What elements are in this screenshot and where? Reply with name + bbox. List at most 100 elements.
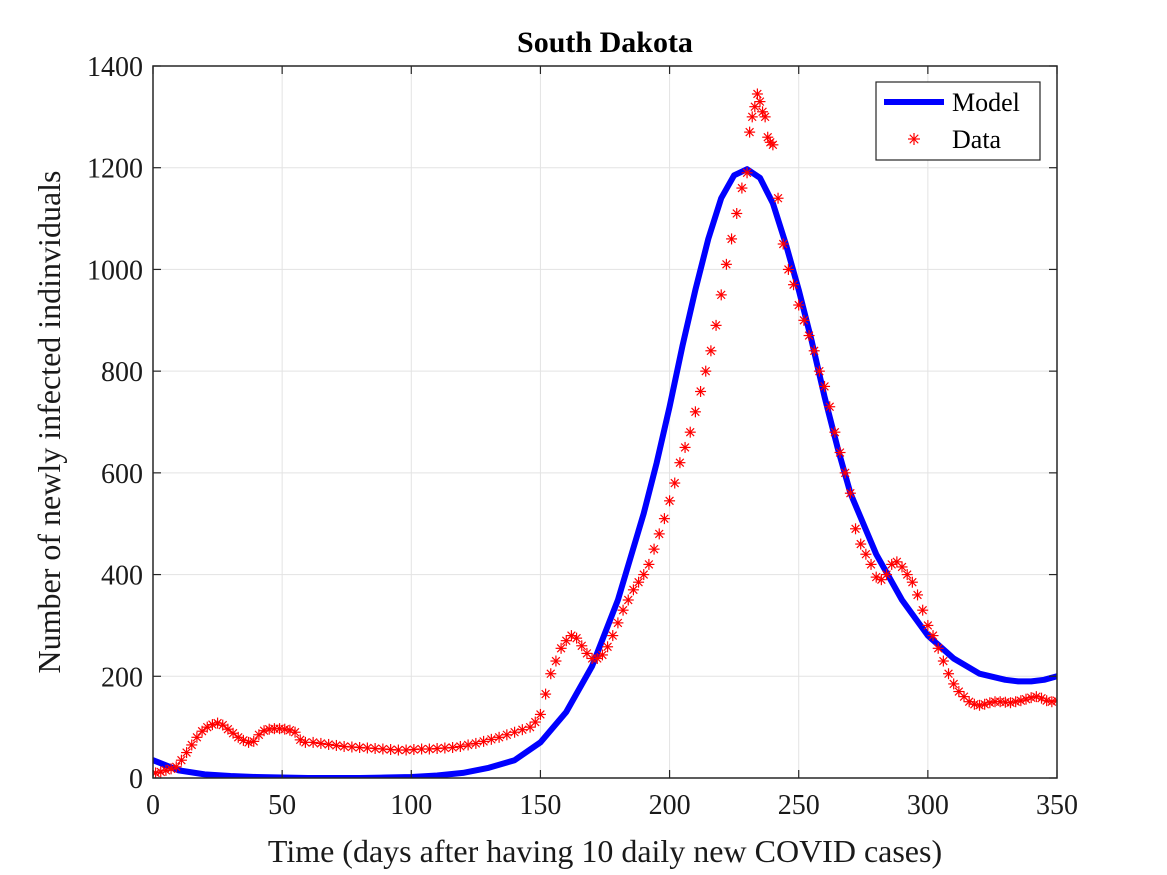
data-point [834, 447, 846, 459]
plot-area [153, 88, 1057, 778]
data-point [726, 233, 738, 245]
data-point [633, 576, 645, 588]
data-point [289, 726, 301, 738]
data-point [850, 523, 862, 535]
data-point [175, 754, 187, 766]
data-point [576, 640, 588, 652]
data-point [912, 589, 924, 601]
data-point [754, 96, 766, 108]
data-point [470, 737, 482, 749]
data-point [736, 182, 748, 194]
data-point [731, 207, 743, 219]
data-point [1025, 692, 1037, 704]
data-point [819, 380, 831, 392]
x-tick-label: 100 [390, 790, 432, 821]
data-point [700, 365, 712, 377]
data-point [922, 619, 934, 631]
legend-box [875, 81, 1041, 161]
data-point [485, 733, 497, 745]
data-point [299, 736, 311, 748]
data-point [294, 734, 306, 746]
x-tick-label: 150 [519, 790, 561, 821]
data-point [767, 139, 779, 151]
y-tick-label: 0 [129, 764, 143, 795]
data-point [534, 708, 546, 720]
data-point [607, 630, 619, 642]
data-point [839, 467, 851, 479]
y-tick-label: 1200 [87, 154, 143, 185]
data-point [627, 584, 639, 596]
data-point [803, 330, 815, 342]
data-point [439, 742, 451, 754]
data-point [669, 477, 681, 489]
data-point [937, 655, 949, 667]
data-point [227, 727, 239, 739]
data-point [759, 111, 771, 123]
data-point [751, 88, 763, 100]
x-axis-label: Time (days after having 10 daily new COV… [268, 833, 942, 869]
data-point [798, 314, 810, 326]
x-tick-label: 350 [1036, 790, 1078, 821]
data-point [881, 569, 893, 581]
y-tick-label: 200 [101, 662, 143, 693]
data-point [338, 740, 350, 752]
data-point [782, 263, 794, 275]
data-point [813, 365, 825, 377]
data-point [741, 167, 753, 179]
data-point [509, 726, 521, 738]
data-point [248, 735, 260, 747]
data-point [684, 426, 696, 438]
data-point [529, 716, 541, 728]
data-point [493, 731, 505, 743]
data-point [454, 740, 466, 752]
data-point [555, 642, 567, 654]
data-point [901, 569, 913, 581]
chart-title: South Dakota [517, 26, 693, 59]
data-point [643, 558, 655, 570]
data-point [307, 736, 319, 748]
data-point [545, 668, 557, 680]
data-point [917, 604, 929, 616]
data-point [777, 238, 789, 250]
data-point [516, 724, 528, 736]
data-point [602, 641, 614, 653]
y-tick-label: 800 [101, 357, 143, 388]
data-point [865, 558, 877, 570]
data-point [462, 739, 474, 751]
data-point [788, 279, 800, 291]
data-point [330, 739, 342, 751]
data-point [932, 642, 944, 654]
data-point [550, 655, 562, 667]
data-point [1015, 695, 1027, 707]
data-point [181, 747, 193, 759]
data-point [622, 594, 634, 606]
axes-box [152, 65, 1058, 779]
legend: Model Data [875, 81, 1041, 161]
x-tick-label: 250 [778, 790, 820, 821]
data-point [170, 761, 182, 773]
data-point [612, 617, 624, 629]
y-tick-label: 400 [101, 561, 143, 592]
data-point [354, 741, 366, 753]
data-point [648, 543, 660, 555]
y-tick-label: 1400 [87, 52, 143, 83]
legend-data-label: Data [952, 125, 1002, 154]
data-point [501, 729, 513, 741]
data-point [447, 741, 459, 753]
data-point [369, 743, 381, 755]
y-tick-label: 1000 [87, 255, 143, 286]
legend-data-marker [908, 133, 920, 145]
data-point [746, 111, 758, 123]
data-point [596, 649, 608, 661]
data-point [478, 735, 490, 747]
data-point [253, 729, 265, 741]
data-point [638, 569, 650, 581]
data-point [906, 576, 918, 588]
data-point [571, 632, 583, 644]
data-point [243, 736, 255, 748]
data-point [361, 742, 373, 754]
data-point [860, 548, 872, 560]
data-point [186, 739, 198, 751]
data-point [617, 604, 629, 616]
